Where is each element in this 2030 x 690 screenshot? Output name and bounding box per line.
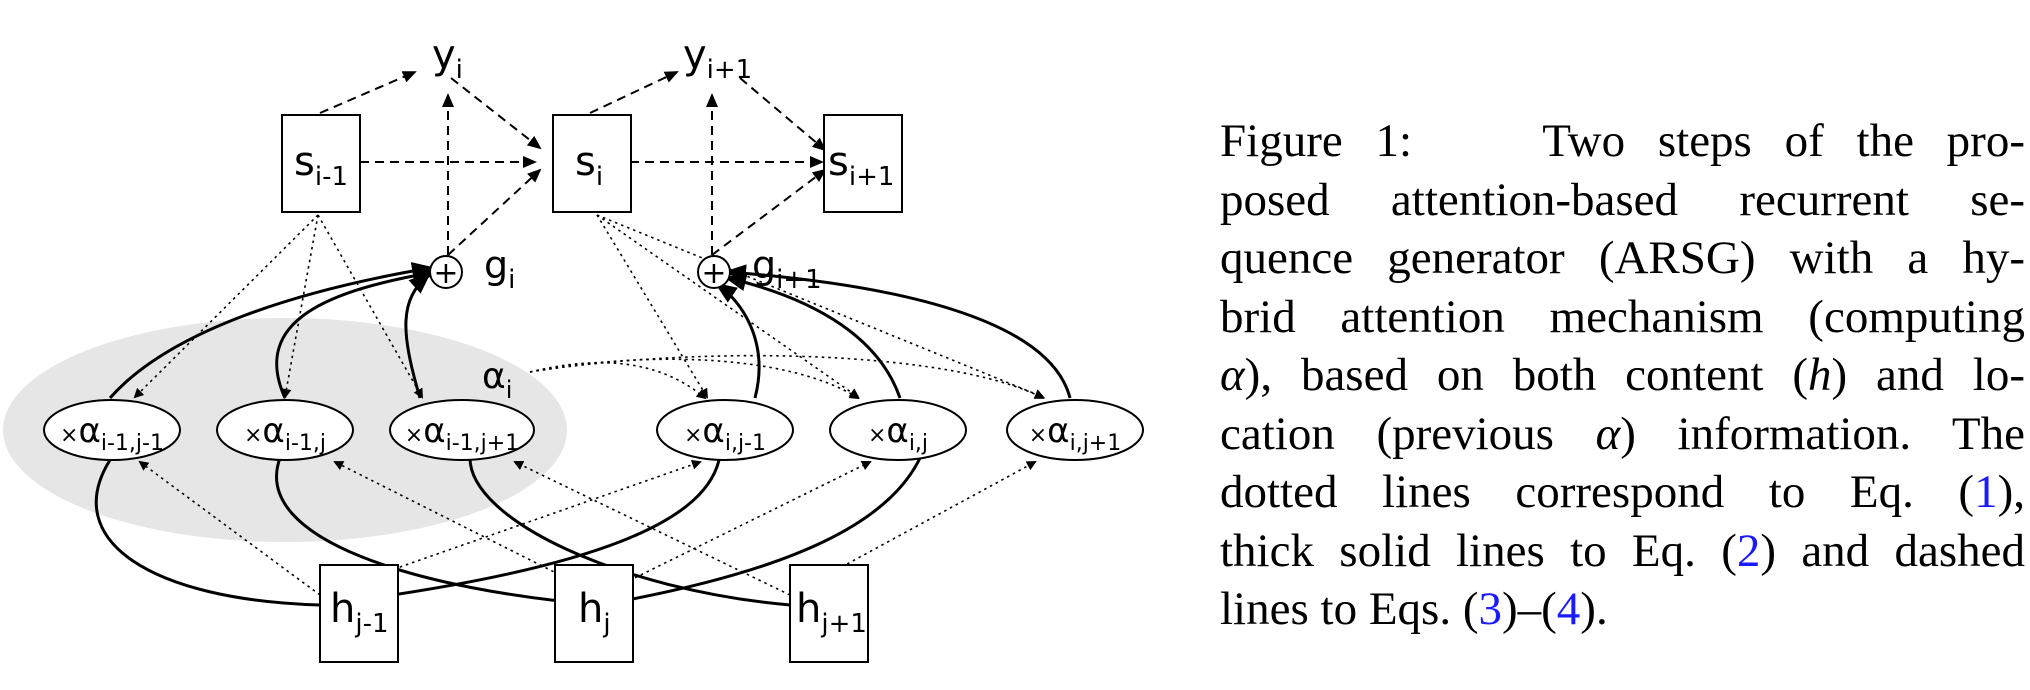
- glimpse-node-i1: [697, 255, 731, 289]
- alpha-nodes: [43, 399, 1144, 461]
- caption-text: cation (previous: [1220, 407, 1596, 460]
- alpha-node-i-j-1: ×αi,j-1: [684, 411, 766, 456]
- hidden-label-j: hj: [578, 586, 611, 639]
- state-boxes: [281, 114, 903, 213]
- solid-edges: [94, 262, 1072, 607]
- caption-text: ) and lo-: [1831, 349, 2025, 401]
- caption-line: thick solid lines to Eq. (2) and dashed: [1220, 522, 2025, 581]
- alpha-node-i-1-j: ×αi-1,j: [244, 411, 326, 456]
- caption-line: posed attention-based recurrent se-: [1220, 171, 2025, 230]
- caption-label: Figure 1:: [1220, 115, 1413, 167]
- alpha-node-i-1-j1: ×αi-1,j+1: [405, 411, 519, 456]
- caption-line: dotted lines correspond to Eq. (1),: [1220, 463, 2025, 522]
- alpha-node-i-j: ×αi,j: [868, 411, 928, 456]
- caption-text: dotted lines correspond to Eq. (: [1220, 466, 1975, 518]
- caption-line: quence generator (ARSG) with a hy-: [1220, 229, 2025, 288]
- output-label-i1: yi+1: [683, 32, 752, 85]
- glimpse-node-i: [429, 255, 463, 289]
- output-label-i: yi: [432, 32, 463, 85]
- caption-text: ) information. The: [1620, 407, 2025, 460]
- caption-line: Figure 1: Two steps of the pro-: [1220, 112, 2025, 171]
- equation-link-2[interactable]: 2: [1736, 524, 1761, 577]
- alpha-node-i-1-j-1: ×αi-1,j-1: [60, 411, 164, 456]
- glimpse-label-i1: gi+1: [752, 243, 822, 295]
- caption-text: brid attention mechanism (computing: [1220, 290, 2025, 343]
- caption-text: ),: [1997, 466, 2025, 518]
- caption-text: thick solid lines to Eq. (: [1220, 524, 1737, 577]
- caption-text: posed attention-based recurrent se-: [1220, 173, 2025, 226]
- alpha-node-i-j1: ×αi,j+1: [1029, 411, 1122, 456]
- figure-caption: Figure 1: Two steps of the pro- posed at…: [1220, 112, 2025, 639]
- hidden-label-j1: hj+1: [796, 586, 867, 639]
- caption-text: ).: [1580, 583, 1608, 635]
- caption-line: α), based on both content (h) and lo-: [1220, 346, 2025, 405]
- equation-link-3[interactable]: 3: [1478, 583, 1502, 635]
- glimpse-plus-i: +: [433, 256, 458, 291]
- state-label-next: si+1: [828, 139, 894, 192]
- state-label-prev: si-1: [294, 139, 348, 192]
- caption-math: α: [1220, 349, 1245, 401]
- caption-text: ), based on both content (: [1244, 349, 1809, 401]
- equation-link-1[interactable]: 1: [1974, 466, 1998, 518]
- caption-math: h: [1808, 349, 1832, 401]
- hidden-boxes: [319, 564, 869, 663]
- caption-line: cation (previous α) information. The: [1220, 405, 2025, 464]
- hidden-label-j-1: hj-1: [330, 586, 389, 639]
- caption-text: quence generator (ARSG) with a hy-: [1220, 232, 2025, 284]
- caption-text: )–(: [1501, 583, 1557, 635]
- glimpse-plus-i1: +: [701, 256, 726, 291]
- glimpse-label-i: gi: [484, 243, 515, 295]
- caption-math: α: [1595, 407, 1621, 460]
- caption-text: Two steps of the pro-: [1542, 115, 2025, 167]
- caption-text: ) and dashed: [1760, 524, 2025, 577]
- equation-link-4[interactable]: 4: [1556, 583, 1581, 635]
- caption-line: brid attention mechanism (computing: [1220, 288, 2025, 347]
- dashed-edges: [319, 71, 827, 256]
- state-label-cur: si: [575, 139, 603, 192]
- caption-line: lines to Eqs. (3)–(4).: [1220, 580, 2025, 639]
- caption-text: lines to Eqs. (: [1220, 583, 1479, 635]
- attention-diagram: si-1 si si+1 yi yi+1 + + gi gi+1 αi ×αi-…: [3, 32, 1144, 663]
- alpha-label: αi: [482, 356, 512, 404]
